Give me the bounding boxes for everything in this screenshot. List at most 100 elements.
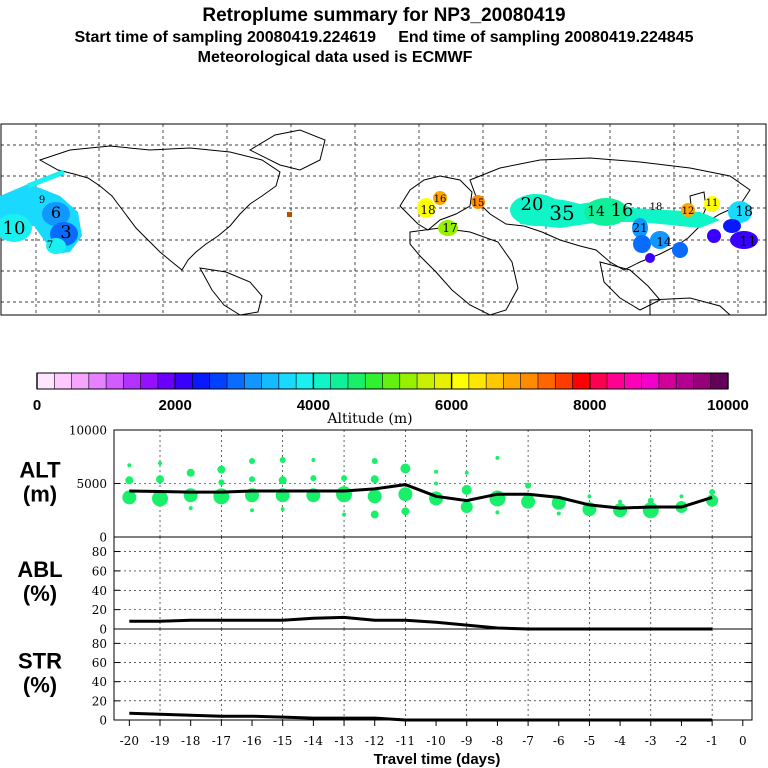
plume-age-label: 3 xyxy=(60,222,71,243)
altitude-point xyxy=(370,475,379,484)
plume-blob xyxy=(438,220,458,236)
panel-y-label: (%) xyxy=(23,673,57,698)
altitude-point xyxy=(125,476,134,485)
plume-age-label: 18 xyxy=(735,204,753,220)
altitude-point xyxy=(218,479,225,486)
y-tick-label: 0 xyxy=(99,531,107,545)
x-tick-label: -2 xyxy=(676,734,688,748)
altitude-point xyxy=(183,488,198,503)
altitude-point xyxy=(249,458,256,465)
altitude-point xyxy=(460,501,473,514)
altitude-point xyxy=(647,497,654,504)
x-tick-label: -3 xyxy=(645,734,657,748)
y-tick-label: 20 xyxy=(92,694,107,708)
plume-age-label: 9 xyxy=(39,195,45,206)
altitude-point xyxy=(310,475,317,482)
altitude-point xyxy=(217,465,226,474)
plume-blob xyxy=(672,242,688,258)
figure-title: Retroplume summary for NP3_20080419 xyxy=(202,5,565,26)
colorbar-cell xyxy=(658,373,677,389)
met-data-line: Meteorological data used is ECMWF xyxy=(198,49,473,66)
colorbar-cell xyxy=(209,373,228,389)
colorbar-cell xyxy=(572,373,591,389)
colorbar-cell xyxy=(365,373,383,389)
plume-blob xyxy=(0,214,32,242)
panel-frame xyxy=(113,628,753,721)
altitude-point xyxy=(525,482,532,489)
x-tick-label: -19 xyxy=(150,734,169,748)
colorbar-cell xyxy=(347,373,366,389)
x-tick-label: -5 xyxy=(584,734,596,748)
plume-blob xyxy=(723,219,741,233)
altitude-point xyxy=(434,481,439,486)
y-tick-label: 60 xyxy=(92,564,107,578)
plume-blob xyxy=(650,231,670,249)
x-tick-label: -17 xyxy=(212,734,231,748)
x-tick-label: -8 xyxy=(492,734,504,748)
plume-blob xyxy=(730,231,758,249)
colorbar-cell xyxy=(486,373,504,389)
altitude-point xyxy=(341,475,348,482)
plume-age-label: 10 xyxy=(3,218,26,239)
plume-age-label: 16 xyxy=(434,194,447,205)
altitude-point xyxy=(556,511,561,516)
colorbar-cell xyxy=(382,373,401,389)
colorbar-tick-label: 4000 xyxy=(297,397,330,414)
x-axis-label: Travel time (days) xyxy=(374,751,501,768)
altitude-point xyxy=(521,494,536,509)
colorbar-cell xyxy=(451,373,470,389)
y-tick-label: 10000 xyxy=(69,424,107,438)
plume-blob xyxy=(704,196,720,212)
plume-age-label: 14 xyxy=(587,204,605,220)
colorbar-cell xyxy=(278,373,297,389)
x-tick-label: -12 xyxy=(365,734,384,748)
plume-age-label: 18 xyxy=(650,202,663,213)
africa-coast xyxy=(409,227,519,316)
plume-blob xyxy=(417,198,435,218)
altitude-point xyxy=(679,494,684,499)
altitude-point xyxy=(434,469,439,474)
plume-blob xyxy=(433,191,447,205)
colorbar-tick-label: 8000 xyxy=(573,397,606,414)
altitude-point xyxy=(706,494,719,507)
colorbar-cell xyxy=(537,373,556,389)
plume-age-label: 20 xyxy=(521,194,544,215)
colorbar-cell xyxy=(693,373,712,389)
altitude-point xyxy=(311,457,316,462)
str-series-line xyxy=(129,711,713,722)
colorbar-cell xyxy=(175,373,193,389)
altitude-point xyxy=(188,506,193,511)
altitude-point xyxy=(152,490,169,507)
colorbar-cell xyxy=(399,373,418,389)
plume-blob xyxy=(728,201,752,223)
altitude-point xyxy=(249,476,256,483)
colorbar-cell xyxy=(106,373,124,389)
colorbar-cell xyxy=(434,373,452,389)
colorbar-cell xyxy=(227,373,245,389)
colorbar-cell xyxy=(710,373,729,389)
colorbar-cell xyxy=(330,373,349,389)
plume-blob xyxy=(645,253,655,263)
altitude-point xyxy=(156,475,165,484)
altitude-point xyxy=(461,484,472,495)
travel-time-axis: -20 -19 -18 -17 -16 -15 -14 -13 -12 -11 -10 -9 -8 -7-… xyxy=(120,720,747,748)
altitude-point xyxy=(158,461,163,466)
panel-frame xyxy=(113,536,753,630)
y-tick-label: 5000 xyxy=(76,477,107,491)
x-tick-label: -15 xyxy=(273,734,292,748)
altitude-point xyxy=(618,499,623,504)
plume-age-label: 35 xyxy=(549,201,574,225)
plume-age-label: 11 xyxy=(706,198,719,209)
altitude-point xyxy=(642,502,659,519)
altitude-point xyxy=(280,507,285,512)
south-america-coast xyxy=(199,267,263,316)
colorbar-cell xyxy=(676,373,694,389)
plume-blob xyxy=(42,202,70,226)
altitude-point xyxy=(186,468,195,477)
x-tick-label: 0 xyxy=(739,734,747,748)
x-tick-label: -10 xyxy=(426,734,445,748)
plume-blob xyxy=(510,194,562,226)
